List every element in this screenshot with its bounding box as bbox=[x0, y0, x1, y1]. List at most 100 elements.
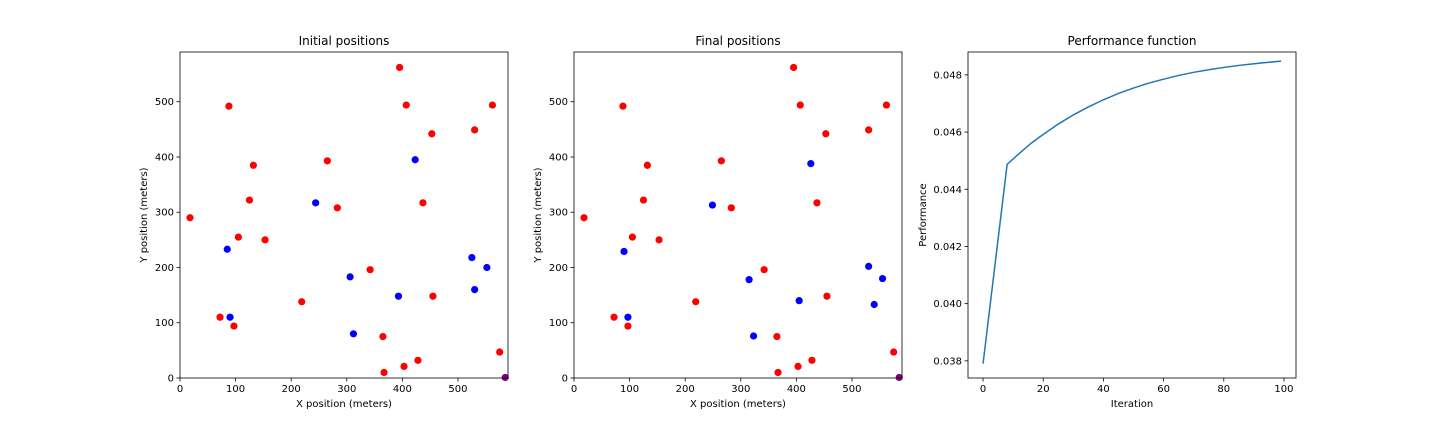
red-point bbox=[379, 332, 387, 341]
blue-point bbox=[346, 273, 354, 281]
red-point bbox=[186, 214, 194, 222]
y-tick-label: 0.042 bbox=[933, 242, 962, 253]
blue-point bbox=[870, 300, 878, 309]
red-point bbox=[610, 313, 618, 321]
red-point bbox=[225, 102, 233, 110]
x-tick-label: 400 bbox=[787, 384, 806, 395]
y-tick-label: 0 bbox=[562, 374, 568, 385]
red-point bbox=[230, 322, 238, 330]
red-point bbox=[298, 298, 306, 306]
axes-frame bbox=[573, 51, 903, 379]
x-tick-label: 500 bbox=[842, 384, 861, 395]
blue-point bbox=[708, 201, 717, 209]
x-tick-label: 20 bbox=[1037, 384, 1050, 395]
axes-frame bbox=[179, 51, 509, 379]
chart-title: Final positions bbox=[695, 34, 780, 48]
blue-point bbox=[795, 297, 803, 305]
blue-point bbox=[749, 332, 758, 340]
red-point bbox=[333, 204, 341, 212]
red-point bbox=[414, 356, 422, 364]
blue-point bbox=[411, 156, 419, 164]
axes-frame bbox=[967, 51, 1297, 379]
blue-point bbox=[471, 285, 479, 294]
y-tick-label: 300 bbox=[549, 208, 568, 219]
x-tick-label: 60 bbox=[1157, 384, 1170, 395]
red-point bbox=[323, 157, 331, 165]
y-tick-label: 0.038 bbox=[933, 356, 962, 367]
red-point bbox=[692, 298, 700, 306]
red-point bbox=[760, 266, 768, 274]
x-tick-label: 40 bbox=[1097, 384, 1110, 395]
red-point bbox=[245, 196, 254, 204]
y-tick-label: 500 bbox=[549, 97, 568, 108]
red-point bbox=[619, 102, 627, 110]
blue-point bbox=[878, 274, 887, 283]
chart-panel-1: Initial positions 0 100 200 300 400 500 0 100 200… bbox=[139, 34, 509, 410]
x-tick-label: 0 bbox=[177, 384, 183, 395]
x-tick-label: 80 bbox=[1217, 384, 1230, 395]
red-point bbox=[890, 348, 898, 356]
red-point bbox=[395, 63, 404, 72]
blue-point bbox=[745, 276, 753, 284]
y-tick-label: 400 bbox=[549, 152, 568, 163]
red-point bbox=[796, 101, 804, 109]
x-tick-label: 100 bbox=[226, 384, 245, 395]
blue-point bbox=[624, 313, 632, 321]
red-point bbox=[400, 362, 408, 370]
x-tick-label: 300 bbox=[731, 384, 750, 395]
red-point bbox=[380, 368, 388, 377]
y-tick-label: 100 bbox=[549, 318, 568, 329]
blue-point bbox=[349, 330, 358, 338]
blue-point bbox=[223, 245, 231, 253]
red-point bbox=[471, 126, 479, 134]
red-point bbox=[249, 161, 257, 169]
red-point bbox=[823, 292, 831, 300]
blue-point bbox=[394, 292, 403, 300]
y-axis-label: Performance bbox=[918, 183, 929, 246]
red-point bbox=[234, 233, 242, 241]
blue-point bbox=[312, 199, 320, 207]
red-point bbox=[261, 236, 269, 244]
x-tick-label: 100 bbox=[1274, 384, 1293, 395]
red-point bbox=[822, 130, 830, 138]
x-tick-label: 400 bbox=[393, 384, 412, 395]
red-point bbox=[865, 126, 873, 134]
red-point bbox=[655, 236, 663, 244]
chart-title: Initial positions bbox=[299, 34, 390, 48]
x-tick-label: 200 bbox=[282, 384, 301, 395]
red-point bbox=[429, 292, 437, 300]
x-tick-label: 300 bbox=[337, 384, 356, 395]
y-tick-label: 0.046 bbox=[933, 128, 962, 139]
y-axis-label: Y position (meters) bbox=[139, 167, 150, 263]
red-point bbox=[717, 157, 725, 165]
purple-point bbox=[895, 373, 903, 382]
y-tick-label: 500 bbox=[155, 97, 174, 108]
y-tick-label: 0.048 bbox=[933, 70, 962, 81]
y-axis-label: Y position (meters) bbox=[533, 167, 544, 263]
red-point bbox=[624, 322, 632, 330]
red-point bbox=[813, 199, 821, 207]
y-tick-label: 0.044 bbox=[933, 185, 962, 196]
chart-panel-2: Final positions 0 100 200 300 400 500 0 100 200 30… bbox=[533, 34, 903, 410]
chart-panel-3: Performance function 0 20 40 60 80 100 0.038 0.0… bbox=[918, 34, 1297, 410]
red-point bbox=[366, 266, 374, 274]
red-point bbox=[580, 214, 588, 222]
blue-point bbox=[865, 262, 873, 270]
blue-point bbox=[807, 160, 815, 168]
x-tick-label: 0 bbox=[980, 384, 986, 395]
blue-point bbox=[620, 247, 628, 256]
red-point bbox=[789, 63, 798, 72]
chart-title: Performance function bbox=[1068, 34, 1197, 48]
red-point bbox=[808, 356, 816, 364]
red-point bbox=[643, 161, 651, 169]
blue-point bbox=[468, 253, 476, 262]
y-tick-label: 200 bbox=[155, 263, 174, 274]
x-axis-label: X position (meters) bbox=[690, 399, 786, 410]
y-tick-label: 200 bbox=[549, 263, 568, 274]
x-tick-label: 500 bbox=[448, 384, 467, 395]
y-tick-label: 300 bbox=[155, 208, 174, 219]
x-axis-label: X position (meters) bbox=[296, 399, 392, 410]
y-tick-label: 100 bbox=[155, 318, 174, 329]
red-point bbox=[419, 199, 427, 207]
